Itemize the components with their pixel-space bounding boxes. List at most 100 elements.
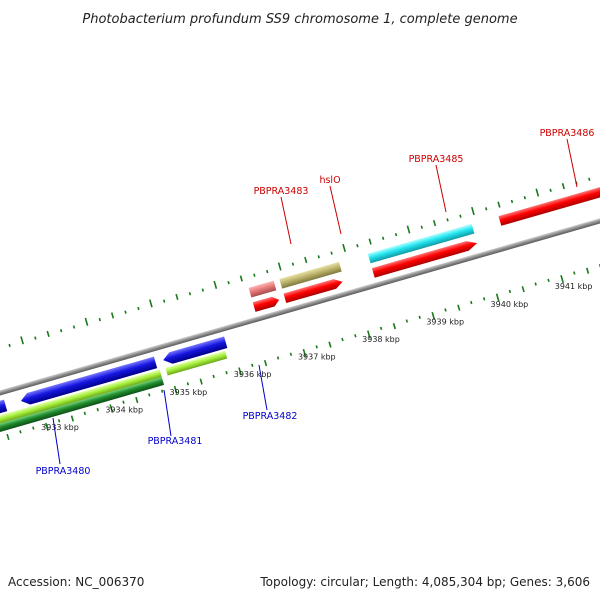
tick-mark [72,325,76,329]
tick-mark [367,330,371,339]
tick-mark [560,275,564,284]
gene-labels: PBPRA3483 hslO PBPRA3485 PBPRA3486 PBPRA… [36,128,595,477]
tick-mark [573,271,576,275]
genome-summary-text: Topology: circular; Length: 4,085,304 bp… [259,575,590,589]
tick-mark [291,262,295,266]
tick-mark [356,244,359,248]
tick-mark [547,278,550,283]
kbp-tick-label: 3940 kbp [491,300,529,309]
tick-mark [110,312,115,319]
gene-arrow-pbpra3483-lower[interactable] [252,295,281,312]
gene-arrow-hslo-lower[interactable] [283,277,343,304]
tick-mark [457,304,461,311]
tick-mark [354,334,357,338]
tick-mark [446,218,449,222]
tick-mark [83,411,87,416]
tick-mark [341,337,344,342]
gene-label-hslo[interactable]: hslO [319,175,340,186]
accession-text: Accession: NC_006370 [8,575,144,589]
tick-mark [199,378,203,385]
kbp-tick-label: 3935 kbp [170,388,208,397]
kbp-tick-label: 3938 kbp [362,335,400,344]
tick-mark [263,359,268,367]
tick-mark [561,183,565,190]
gene-label-pbpra3481[interactable]: PBPRA3481 [148,436,203,447]
tick-mark [497,201,501,208]
tick-mark [588,177,591,181]
tick-mark [225,371,228,375]
gc-skew-band-green [0,377,165,444]
tick-mark [368,238,372,245]
kbp-tick-label: 3939 kbp [426,317,464,326]
tick-mark [508,289,512,294]
tick-mark [6,433,10,441]
tick-mark [266,269,269,274]
gene-arrow-pbpra3485-lower[interactable] [371,238,479,278]
tick-mark [418,315,421,319]
tick-mark [163,299,166,303]
tick-mark [213,280,218,289]
gene-label-pbpra3485[interactable]: PBPRA3485 [409,154,464,165]
gene-arrow-pbpra3481-reverse[interactable] [19,356,158,407]
tick-mark [482,297,486,301]
map-title: Photobacterium profundum SS9 chromosome … [82,12,517,27]
tick-mark [405,319,409,323]
gene-label-pbpra3480[interactable]: PBPRA3480 [36,466,91,477]
kbp-tick-label: 3933 kbp [41,423,79,432]
tick-mark [277,262,282,271]
tick-mark [330,251,333,255]
tick-mark [70,415,74,422]
tick-mark [227,280,230,285]
tick-mark [149,299,153,308]
gene-arrow-pbpra3483-upper[interactable] [248,280,277,298]
tick-mark [495,293,500,302]
tick-mark [251,363,254,367]
tick-mark [342,243,346,253]
tick-mark [392,323,396,330]
tick-mark [304,256,308,264]
tick-mark [160,389,164,393]
tick-mark [124,310,127,314]
tick-mark [549,188,552,192]
gene-arrow-pbpra3485-upper[interactable] [367,223,475,264]
kbp-tick-label: 3936 kbp [234,370,272,379]
tick-mark [523,196,527,200]
tick-mark [188,292,192,296]
gene-arrow-pbpra3482-reverse[interactable] [162,336,228,365]
gc-content-band-lime-2 [165,350,228,376]
tick-mark [186,382,190,386]
tick-mark [34,336,37,340]
tick-mark [598,263,600,268]
tick-mark [96,407,99,412]
tick-mark [19,430,22,434]
tick-mark [394,232,398,237]
kbp-tick-label: 3934 kbp [105,405,143,414]
tick-mark [521,286,525,293]
tick-mark [381,236,385,240]
outer-tick-ring [8,177,591,348]
tick-mark [137,306,140,311]
tick-mark [459,214,462,218]
kbp-tick-label: 3941 kbp [555,282,593,291]
tick-mark [8,343,11,348]
gc-content-band-lime [0,369,162,436]
tick-mark [470,300,473,305]
tick-mark [253,273,256,277]
gene-arrow-pbpra3486-upper[interactable] [498,172,600,226]
tick-mark [535,188,540,197]
tick-mark [444,308,447,312]
tick-mark [328,341,332,348]
tick-mark [471,206,475,216]
tick-mark [379,326,383,331]
tick-mark [173,385,178,394]
gene-label-pbpra3486[interactable]: PBPRA3486 [540,128,595,139]
tick-mark [32,426,35,430]
gene-label-pbpra3482[interactable]: PBPRA3482 [243,411,298,422]
tick-mark [175,293,179,301]
tick-mark [122,400,125,404]
gene-arrow-hslo-upper[interactable] [279,261,342,289]
chromosome-backbone [0,195,600,410]
tick-mark [432,219,437,227]
gene-label-pbpra3483[interactable]: PBPRA3483 [254,186,309,197]
